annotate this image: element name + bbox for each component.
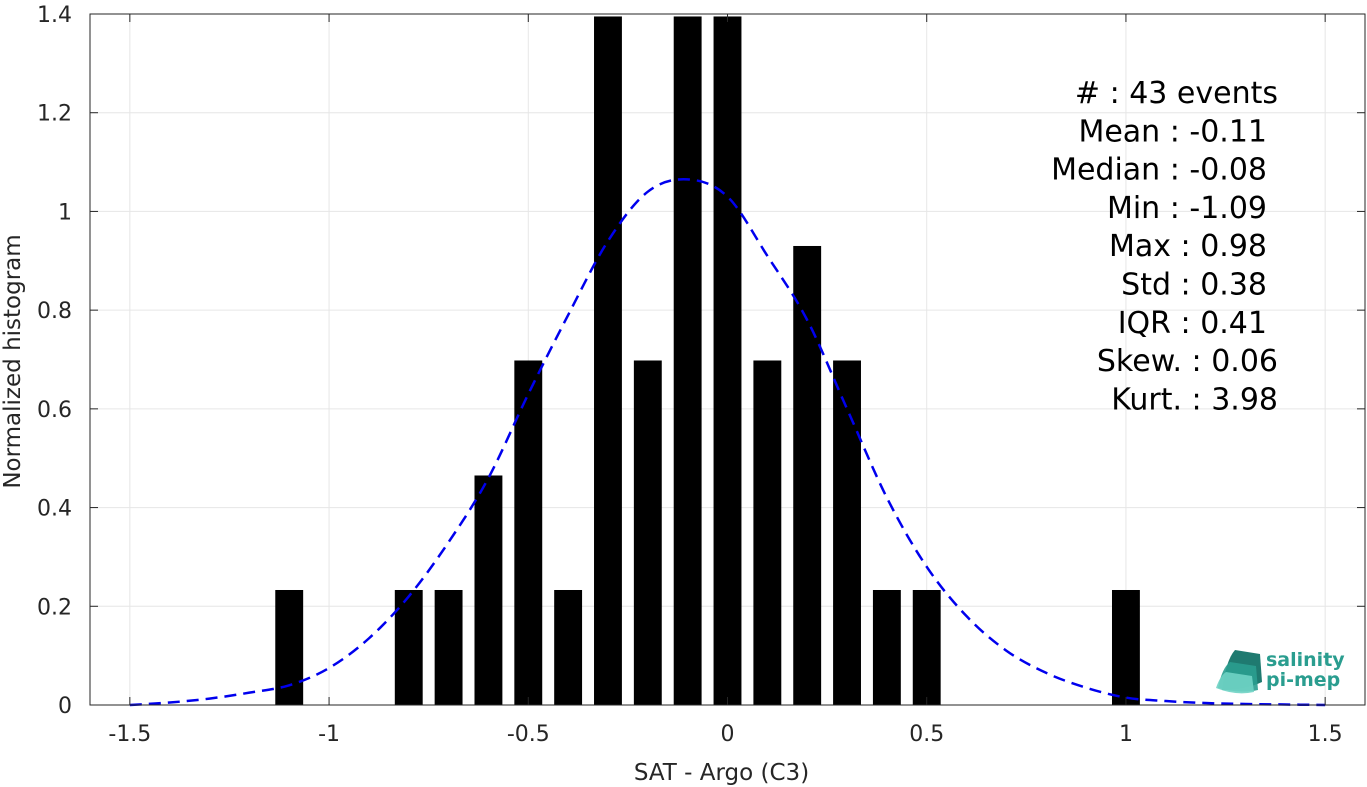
- histogram-bar: [872, 589, 901, 705]
- x-axis-label: SAT - Argo (C3): [634, 760, 809, 786]
- y-axis-label: Normalized histogram: [0, 234, 26, 488]
- histogram-bar: [514, 360, 543, 705]
- histogram-bar: [753, 360, 782, 705]
- x-tick-label: -1.5: [108, 722, 151, 747]
- histogram-bars: [275, 16, 1140, 706]
- histogram-bar: [594, 16, 622, 706]
- x-tick-label: 0.5: [909, 722, 944, 747]
- fit-curve: [129, 177, 1326, 707]
- stat-skew: Skew. : 0.06: [1097, 344, 1278, 379]
- stat-kurt: Kurt. : 3.98: [1111, 382, 1278, 417]
- stat-min: Min : -1.09: [1107, 191, 1267, 226]
- stat-events: # : 43 events: [1075, 76, 1278, 111]
- x-tick-label: 1: [1119, 722, 1133, 747]
- y-tick-label: 0.2: [37, 595, 72, 620]
- stat-iqr: IQR : 0.41: [1118, 306, 1267, 341]
- wave-logo-icon: [1216, 650, 1262, 694]
- x-axis-ticks: -1.5 -1 -0.5 0 0.5 1 1.5: [108, 14, 1343, 747]
- histogram-bar: [833, 360, 861, 705]
- stat-mean: Mean : -0.11: [1078, 114, 1267, 149]
- logo-line-2: pi-mep: [1266, 669, 1340, 691]
- y-axis-ticks: 0 0.2 0.4 0.6 0.8 1 1.2 1.4: [37, 3, 1365, 719]
- histogram-bar: [554, 589, 583, 705]
- histogram-bar: [434, 589, 463, 705]
- histogram-bar: [673, 16, 702, 706]
- y-tick-label: 1.4: [37, 3, 72, 28]
- y-tick-label: 0: [58, 694, 72, 719]
- histogram-bar: [1111, 589, 1140, 705]
- histogram-bar: [633, 360, 662, 705]
- histogram-bar: [912, 589, 941, 705]
- histogram-bar: [394, 589, 423, 705]
- stat-max: Max : 0.98: [1109, 229, 1267, 264]
- histogram-bar: [474, 475, 503, 705]
- y-tick-label: 0.4: [37, 497, 72, 522]
- histogram-bar: [793, 245, 822, 705]
- stat-median: Median : -0.08: [1051, 153, 1267, 188]
- x-tick-label: 1.5: [1308, 722, 1343, 747]
- y-tick-label: 1.2: [37, 102, 72, 127]
- histogram-bar: [275, 589, 304, 705]
- histogram-bar: [713, 16, 742, 706]
- x-tick-label: -1: [318, 722, 340, 747]
- y-tick-label: 0.8: [37, 299, 72, 324]
- logo-line-1: salinity: [1266, 649, 1345, 671]
- y-tick-label: 0.6: [37, 398, 72, 423]
- stat-std: Std : 0.38: [1121, 268, 1267, 303]
- y-tick-label: 1: [58, 200, 72, 225]
- x-tick-label: 0: [721, 722, 735, 747]
- salinity-pi-mep-logo: salinity pi-mep: [1216, 649, 1345, 694]
- x-tick-label: -0.5: [507, 722, 550, 747]
